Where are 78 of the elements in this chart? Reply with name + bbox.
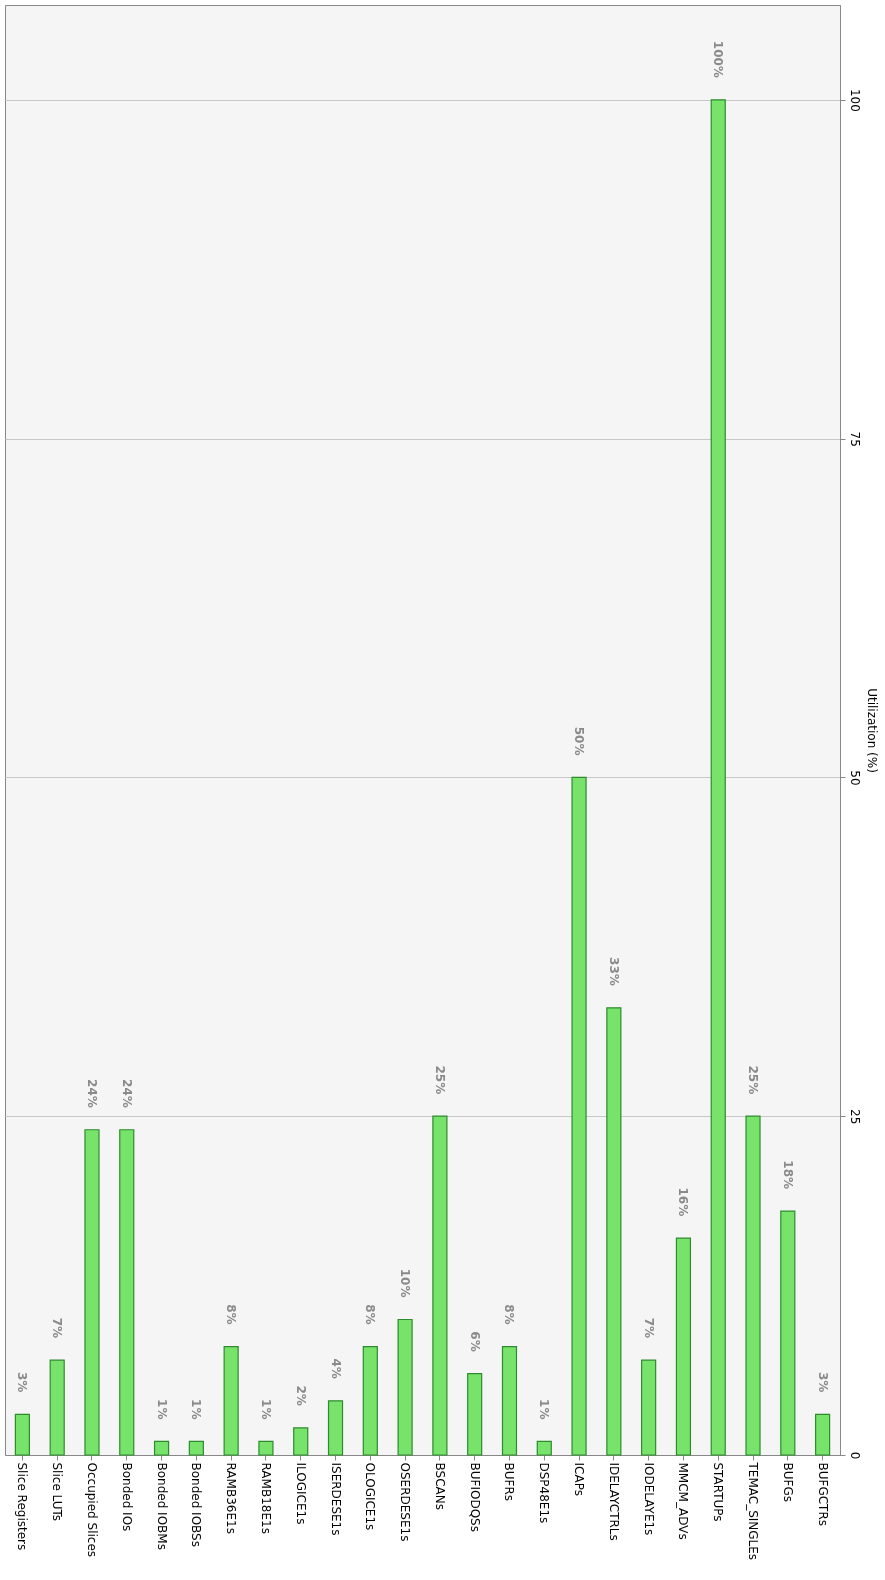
x-tick-label: ICAPs	[572, 1462, 587, 1496]
data-label: 25%	[746, 1065, 761, 1095]
bar	[710, 99, 726, 1456]
bar	[293, 1427, 309, 1456]
x-tick-label: BUFGCTRs	[815, 1462, 830, 1527]
bar	[815, 1413, 831, 1456]
bar	[14, 1413, 30, 1456]
x-tick-label: TEMAC_SINGLEs	[746, 1461, 761, 1561]
data-label: 8%	[224, 1304, 239, 1325]
x-tick-label: BUFRs	[502, 1462, 517, 1502]
data-label: 2%	[293, 1385, 308, 1406]
bar	[188, 1440, 204, 1456]
data-label: 10%	[398, 1268, 413, 1298]
data-label: 18%	[780, 1160, 795, 1190]
x-tick-label: Bonded IOs	[119, 1462, 134, 1532]
bar	[258, 1440, 274, 1456]
data-label: 24%	[84, 1079, 99, 1108]
y-tick-label: 50	[847, 770, 862, 786]
x-tick-label: RAMB36E1s	[224, 1462, 239, 1534]
y-tick-label: 25	[847, 1109, 862, 1125]
data-label: 50%	[572, 726, 587, 756]
x-tick-label: Slice Registers	[15, 1462, 30, 1551]
data-label: 25%	[432, 1065, 447, 1095]
bar	[397, 1318, 413, 1456]
data-label: 7%	[641, 1317, 656, 1339]
bar	[675, 1237, 692, 1456]
bar	[536, 1440, 552, 1456]
data-label: 1%	[154, 1399, 169, 1420]
x-tick-label: Occupied Slices	[84, 1462, 99, 1558]
x-tick-label: IODELAYE1s	[641, 1462, 656, 1536]
bar	[745, 1115, 761, 1456]
x-tick-label: IDELAYCTRLs	[606, 1462, 621, 1541]
x-tick-label: BUFIODQSs	[467, 1462, 482, 1532]
bar	[327, 1400, 344, 1456]
x-tick-label: ILOGICE1s	[293, 1462, 308, 1525]
data-label: 7%	[50, 1317, 65, 1339]
bar	[362, 1345, 378, 1456]
x-tick-label: RAMB18E1s	[258, 1462, 273, 1534]
bar	[84, 1129, 100, 1456]
bar	[606, 1007, 622, 1456]
data-label: 100%	[711, 40, 726, 78]
data-label: 6%	[467, 1331, 482, 1352]
data-label: 3%	[15, 1371, 30, 1393]
bar	[571, 776, 587, 1456]
data-label: 4%	[328, 1358, 343, 1379]
x-tick-label: MMCM_ADVs	[676, 1462, 691, 1540]
bar	[780, 1210, 796, 1456]
x-tick-label: STARTUPs	[711, 1462, 726, 1522]
bar	[223, 1345, 239, 1456]
data-label: 8%	[502, 1304, 517, 1325]
x-tick-label: DSP48E1s	[537, 1462, 552, 1524]
data-label: 8%	[363, 1304, 378, 1325]
bar	[119, 1129, 135, 1456]
bar	[501, 1345, 518, 1456]
x-tick-label: ISERDESE1s	[328, 1462, 343, 1536]
data-label: 1%	[537, 1399, 552, 1420]
bar	[153, 1440, 170, 1456]
data-label: 1%	[258, 1399, 273, 1420]
bar	[641, 1359, 657, 1456]
data-label: 3%	[815, 1371, 830, 1393]
data-label: 16%	[676, 1187, 691, 1217]
x-tick-label: BSCANs	[432, 1462, 447, 1510]
x-tick-label: BUFGs	[780, 1462, 795, 1502]
y-tick-label: 100	[847, 88, 862, 112]
bar	[432, 1115, 448, 1456]
data-label: 33%	[606, 957, 621, 986]
x-tick-label: Bonded IOBMs	[154, 1462, 169, 1550]
bar	[467, 1373, 483, 1456]
x-tick-label: Bonded IOBSs	[189, 1462, 204, 1547]
x-tick-label: OSERDESE1s	[398, 1462, 413, 1542]
y-tick-label: 0	[847, 1451, 862, 1460]
y-tick-label: 75	[847, 431, 862, 447]
y-axis-title: Utilization (%)	[864, 688, 879, 773]
x-tick-label: OLOGICE1s	[363, 1462, 378, 1531]
bar	[49, 1359, 65, 1456]
data-label: 24%	[119, 1079, 134, 1108]
data-label: 1%	[189, 1399, 204, 1420]
x-tick-label: Slice LUTs	[50, 1462, 65, 1522]
